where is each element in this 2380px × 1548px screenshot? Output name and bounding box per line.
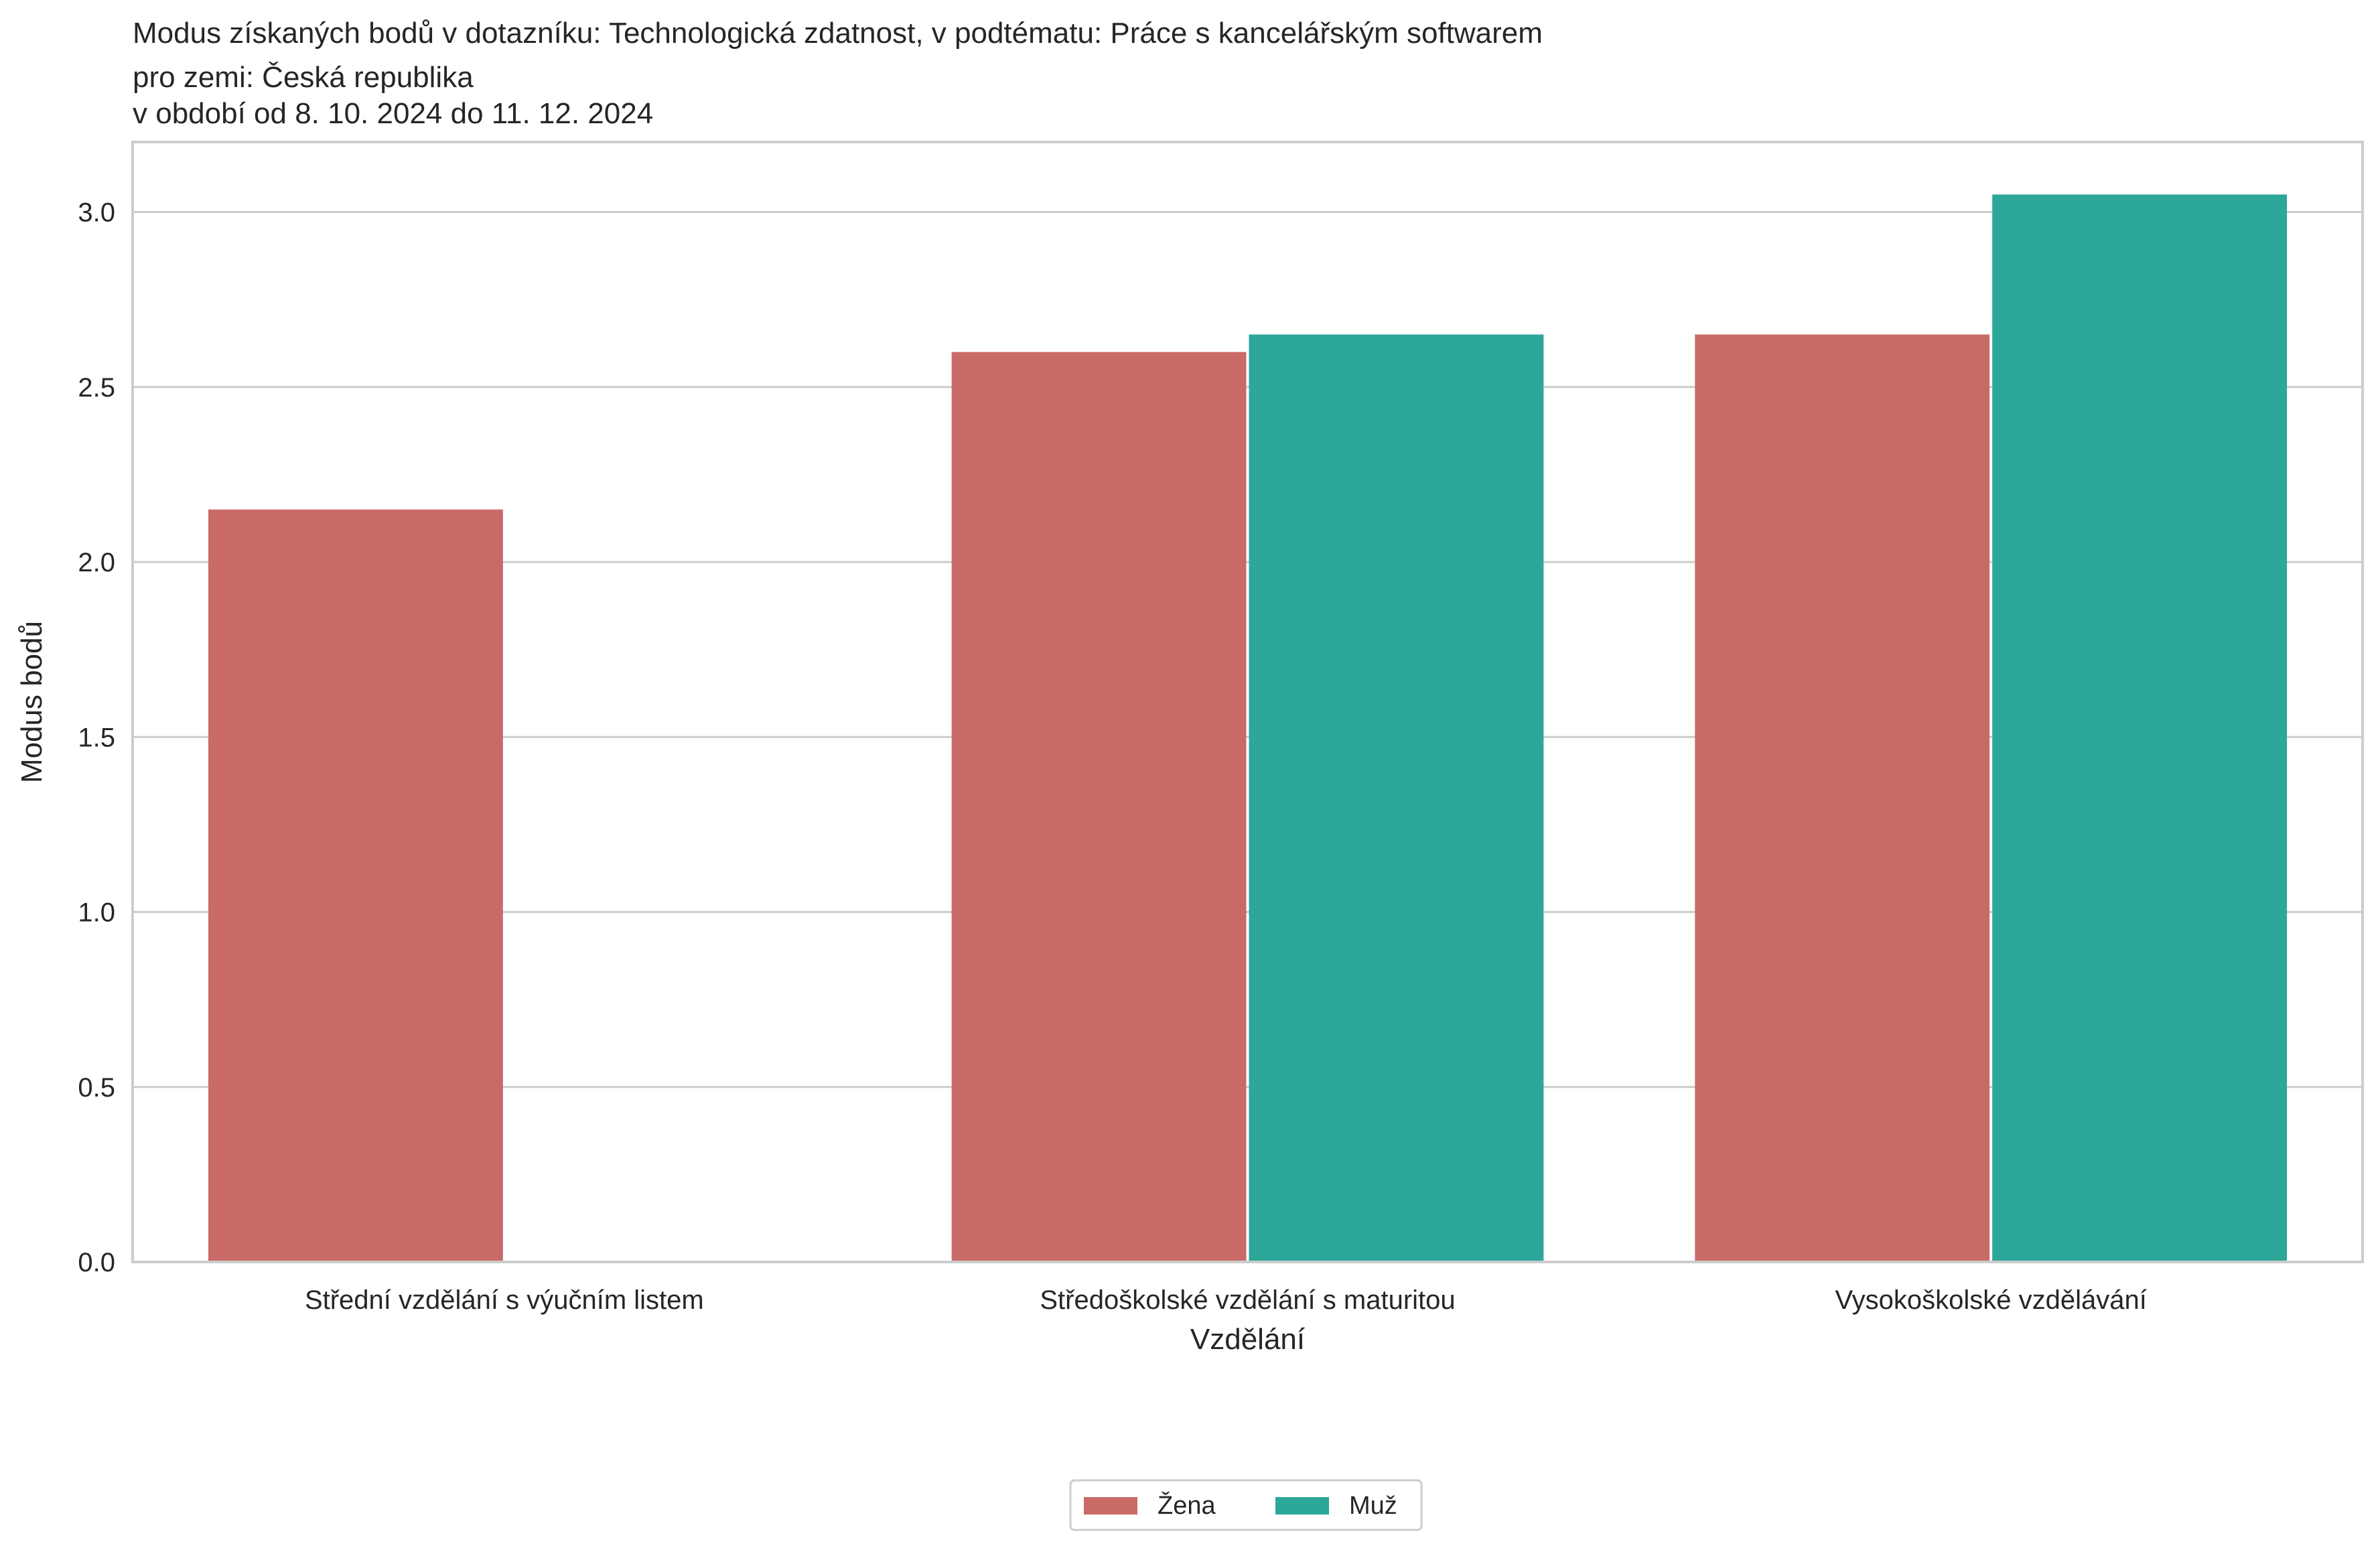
legend-frame [1069,1479,1423,1531]
y-tick-label: 3.0 [78,198,115,228]
y-axis-label: Modus bodů [15,621,48,783]
legend-label: Muž [1349,1492,1397,1520]
gridlines [133,211,2363,1263]
y-tick-label: 0.0 [78,1248,115,1277]
bar [1992,194,2288,1262]
legend-swatch [1084,1497,1137,1515]
legend: Žena Muž [1069,1479,1423,1531]
x-tick-labels: Střední vzdělání s výučním listem Středoš… [305,1285,2147,1315]
bar [951,352,1247,1262]
chart-title-line-1: Modus získaných bodů v dotazníku: Techno… [133,17,1543,50]
plot-frame [131,141,2364,1263]
chart-title-line-3: v období od 8. 10. 2024 do 11. 12. 2024 [133,97,653,130]
legend-swatch [1275,1497,1329,1515]
y-tick-label: 1.0 [78,898,115,928]
chart-title: Modus získaných bodů v dotazníku: Techno… [133,17,1543,130]
y-tick-label: 1.5 [78,723,115,752]
x-tick-label: Vysokoškolské vzdělávání [1835,1285,2146,1315]
x-tick-label: Středoškolské vzdělání s maturitou [1040,1285,1455,1315]
y-tick-label: 2.0 [78,548,115,577]
y-tick-label: 0.5 [78,1073,115,1103]
x-axis-label: Vzdělání [1190,1323,1306,1356]
bars [208,194,2288,1262]
bar [1695,334,1990,1262]
bar [1249,334,1544,1262]
legend-label: Žena [1158,1491,1216,1520]
chart-title-line-2: pro zemi: Česká republika [133,60,474,94]
y-tick-label: 2.5 [78,373,115,403]
x-tick-label: Střední vzdělání s výučním listem [305,1285,704,1315]
y-tick-labels: 0.0 0.5 1.0 1.5 2.0 2.5 3.0 [78,198,115,1278]
bar [208,509,503,1262]
